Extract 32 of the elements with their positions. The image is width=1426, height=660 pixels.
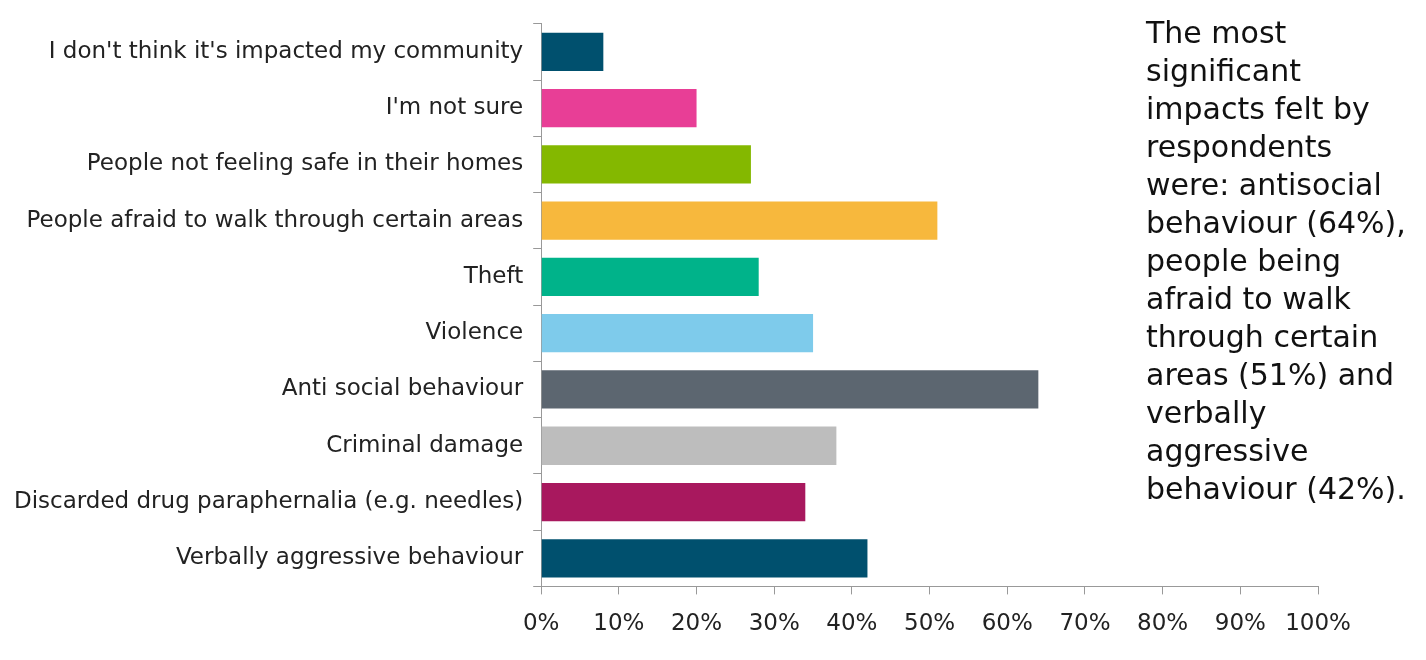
x-tick-label: 90% — [1214, 609, 1266, 636]
bar — [541, 539, 868, 578]
y-tick-label: I'm not sure — [385, 93, 524, 120]
y-tick-label: People not feeling safe in their homes — [86, 149, 524, 176]
y-tick-label: Theft — [462, 261, 524, 288]
y-tick-label: Discarded drug paraphernalia (e.g. needles) — [13, 486, 524, 513]
x-tick-label: 80% — [1137, 609, 1189, 636]
bar — [541, 257, 759, 297]
y-tick-label: Violence — [425, 318, 524, 345]
x-tick-label: 70% — [1059, 609, 1111, 636]
y-tick-label: Anti social behaviour — [281, 374, 524, 401]
bar — [541, 145, 751, 184]
x-tick-label: 30% — [748, 609, 800, 636]
x-tick-label: 0% — [522, 609, 560, 636]
x-tick-label: 50% — [904, 609, 956, 636]
bar — [541, 370, 1039, 409]
y-tick-label: Verbally aggressive behaviour — [175, 543, 524, 570]
x-tick-label: 60% — [981, 609, 1033, 636]
bar — [541, 314, 814, 353]
bar — [541, 32, 604, 72]
text: The most significant impacts felt by respondents were: antisocial behaviour (64%), people being afraid to walk through certain areas (51%) and verbally aggressive behaviour (42%). — [1146, 15, 1406, 506]
y-tick-label: People afraid to walk through certain areas — [26, 205, 524, 232]
x-tick-label: 20% — [670, 609, 723, 636]
y-tick-label: I don't think it's impacted my community — [48, 36, 524, 63]
x-tick-label: 100% — [1285, 609, 1351, 636]
bar — [541, 426, 837, 465]
x-tick-label: 10% — [593, 609, 645, 636]
bar — [541, 201, 938, 240]
y-tick-label: Criminal damage — [326, 430, 524, 457]
x-tick-label: 40% — [826, 609, 878, 636]
bar — [541, 482, 806, 522]
bar — [541, 89, 697, 128]
